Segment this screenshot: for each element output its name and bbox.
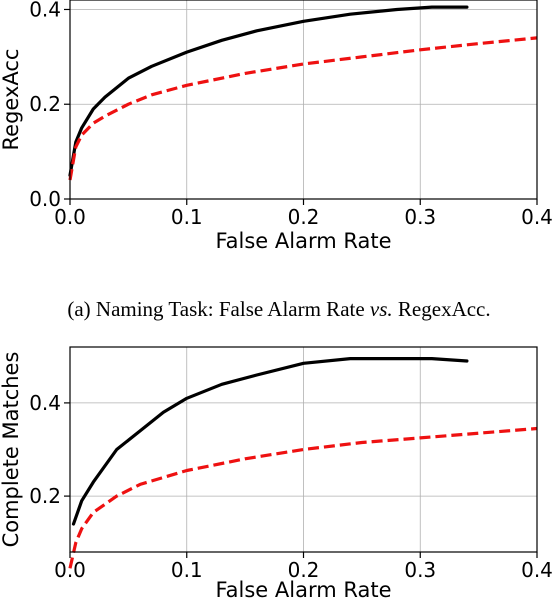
x-tick-label: 0.1 (171, 558, 203, 582)
y-axis-label: RegexAcc (0, 49, 23, 151)
series-line-solid (68, 5, 469, 177)
x-tick-label: 0.2 (288, 558, 320, 582)
x-axis-label: False Alarm Rate (215, 578, 391, 600)
x-axis-label: False Alarm Rate (215, 229, 391, 253)
y-tick-label: 0.4 (29, 391, 61, 415)
caption-a-vs: vs. (370, 297, 393, 321)
x-tick-label: 0.0 (54, 205, 86, 229)
series-line-dashed (68, 36, 538, 181)
caption-a-suffix: RegexAcc. (393, 297, 491, 321)
chart-complete-matches: 0.0 0.1 0.2 0.3 0.4 0.2 0.4 False Alarm Rate Com… (0, 346, 553, 600)
y-tick-label: 0.0 (29, 187, 61, 211)
series-line-solid (71, 357, 469, 526)
y-tick-label: 0.2 (29, 92, 61, 116)
x-tick-label: 0.4 (521, 205, 553, 229)
x-tick-label: 0.1 (171, 205, 203, 229)
x-tick-label: 0.3 (404, 205, 436, 229)
x-tick-label: 0.3 (404, 558, 436, 582)
y-axis-label: Complete Matches (0, 352, 23, 548)
x-tick-label: 0.4 (521, 558, 553, 582)
y-tick-label: 0.2 (29, 484, 61, 508)
x-tick-label: 0.0 (54, 558, 86, 582)
x-tick-label: 0.2 (288, 205, 320, 229)
caption-a: (a) Naming Task: False Alarm Rate vs. Re… (67, 297, 490, 321)
caption-a-prefix: (a) Naming Task: False Alarm Rate (67, 297, 370, 321)
y-tick-label: 0.4 (29, 0, 61, 21)
chart-regexacc: 0.0 0.1 0.2 0.3 0.4 0.0 0.2 0.4 False Alarm Rate… (0, 0, 553, 253)
series-line-dashed (68, 426, 538, 569)
